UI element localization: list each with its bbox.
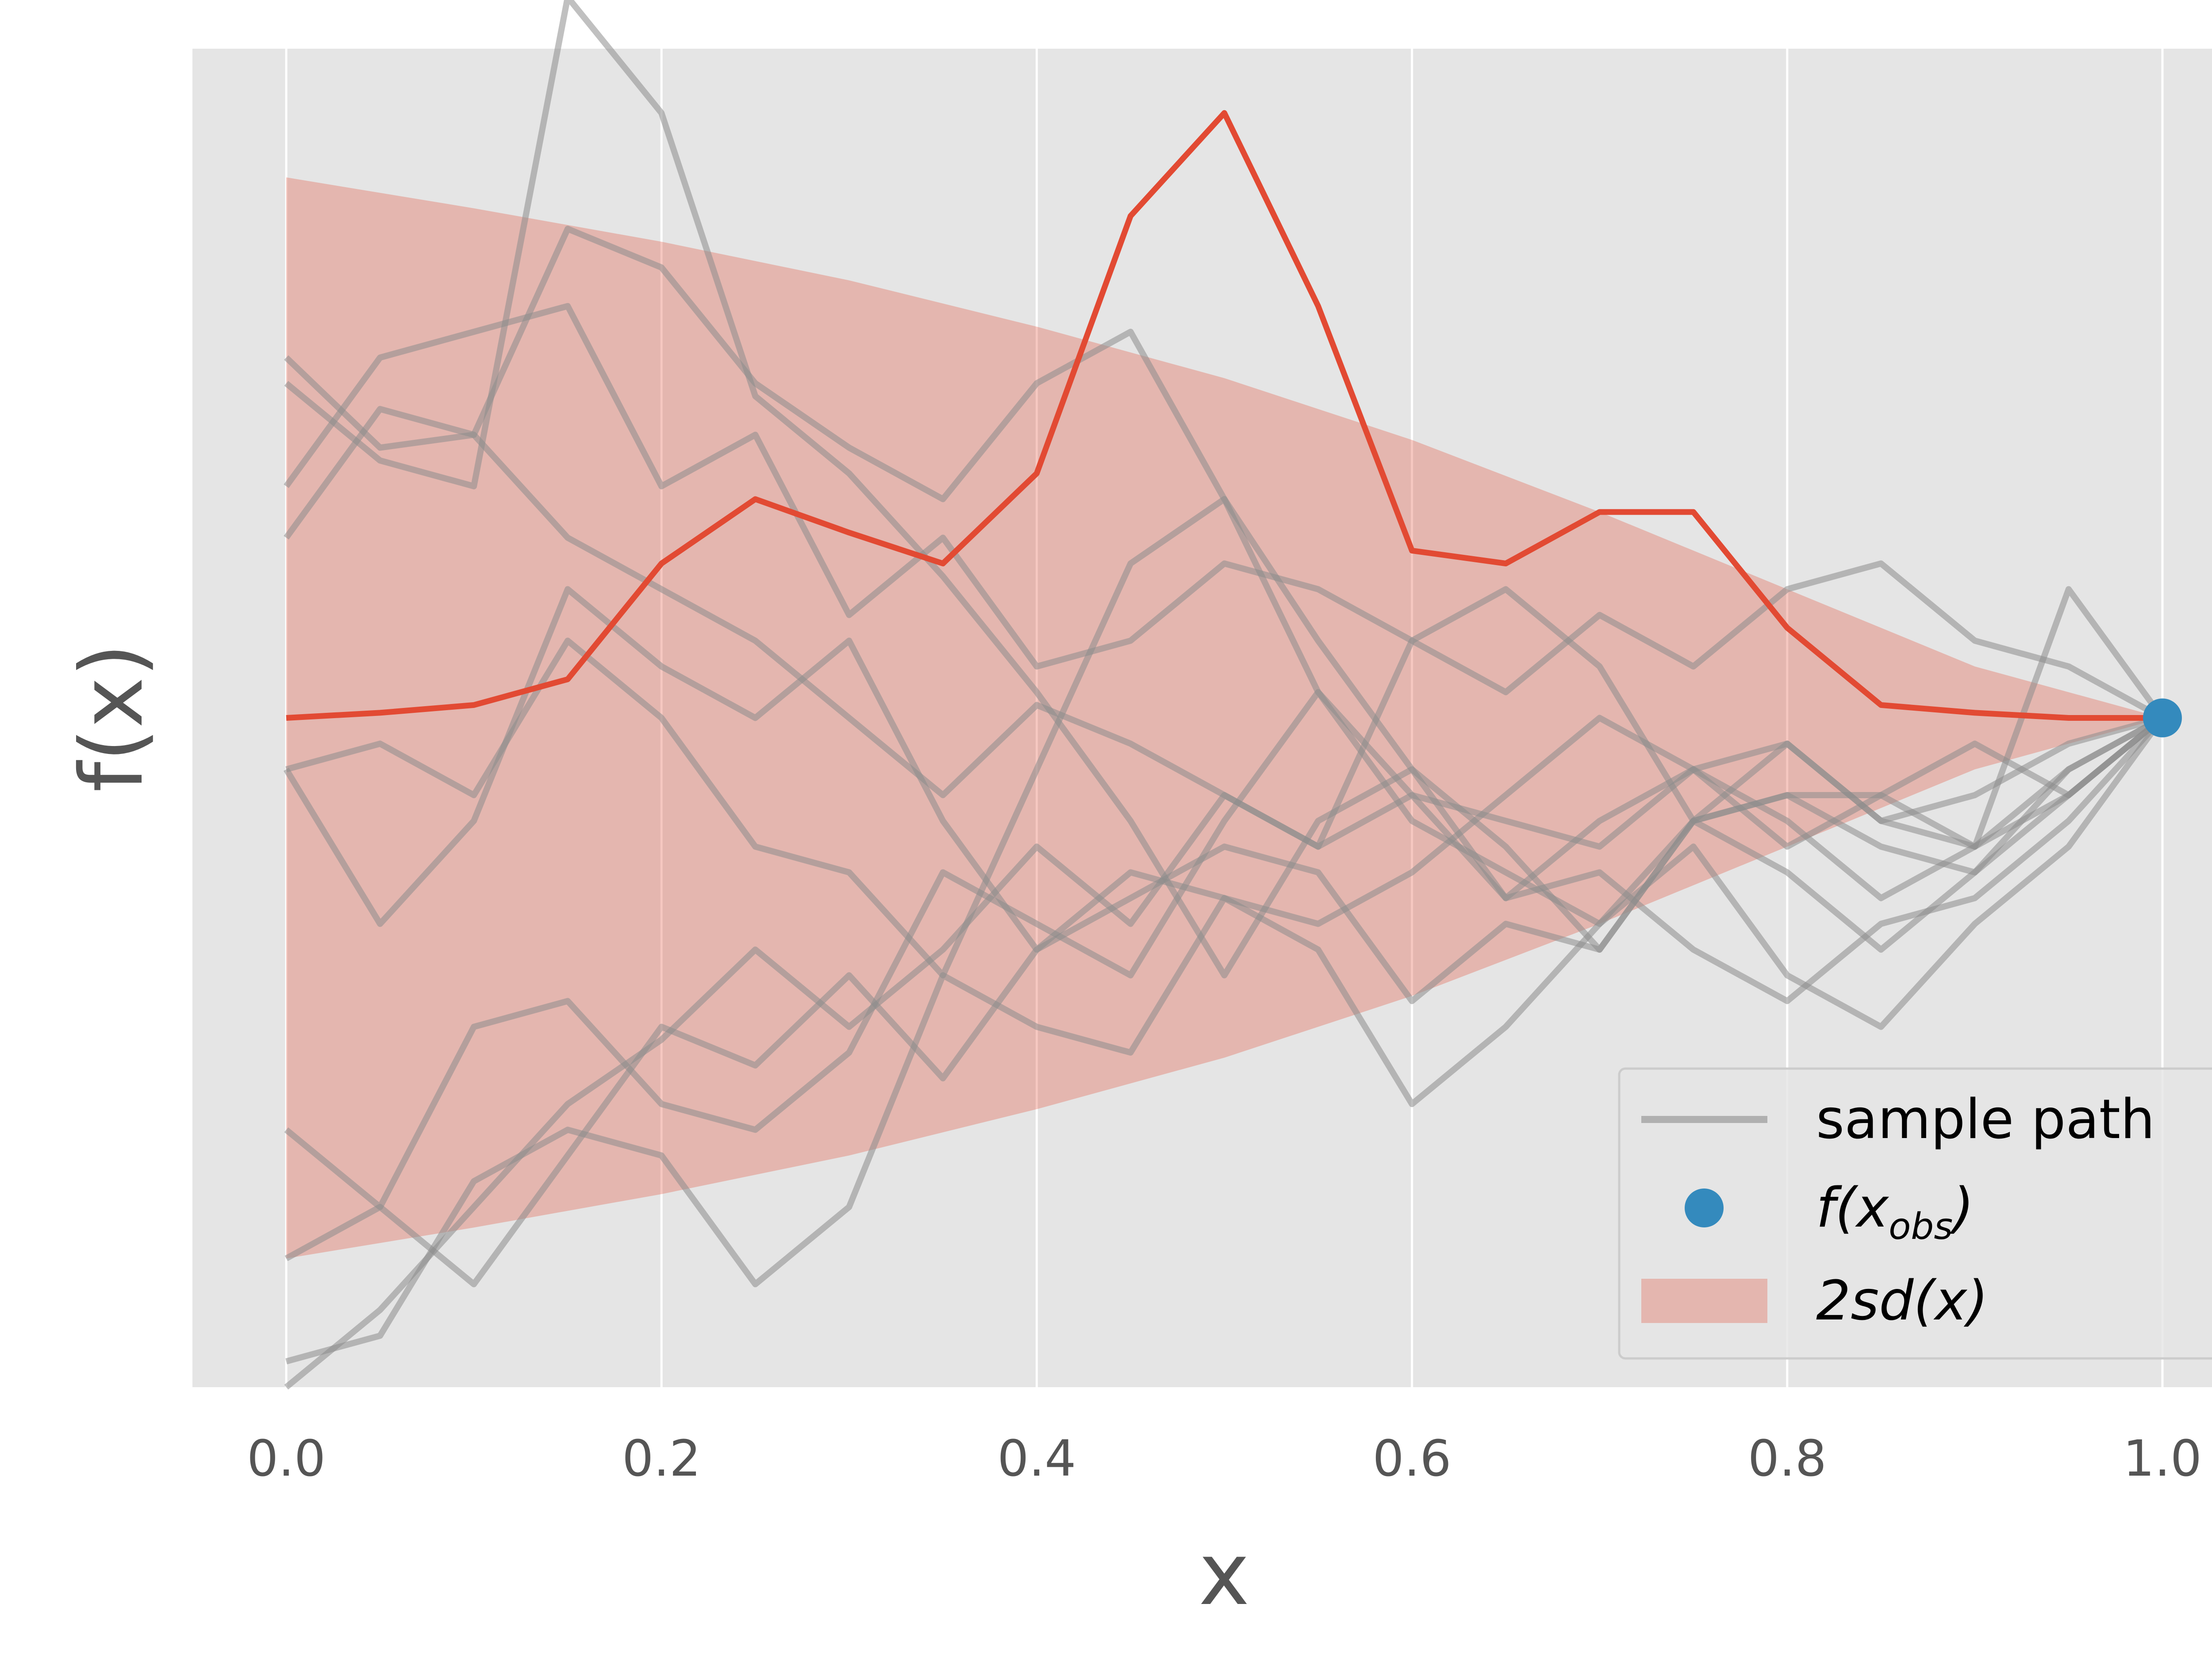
sample-path-line (284, 0, 2165, 1004)
legend-observed-label-main: f(x (1816, 1177, 1889, 1240)
legend-frame (1618, 1067, 2212, 1360)
sample-path-line (284, 689, 2165, 1210)
x-tick-label: 0.2 (622, 1430, 701, 1488)
confidence-band (286, 177, 2162, 1259)
x-tick-label: 0.8 (1748, 1430, 1827, 1488)
observed-points-layer (2143, 698, 2182, 738)
x-axis-title: x (1198, 1524, 1249, 1624)
sample-path-line (284, 715, 2164, 1288)
x-tick-label: 0.6 (1373, 1430, 1452, 1488)
legend-band-label: 2sd(x) (1816, 1269, 1988, 1333)
mean-line-layer (286, 110, 2162, 721)
x-tick-label: 0.4 (997, 1430, 1076, 1488)
legend-band-swatch (1641, 1279, 1767, 1323)
sample-path-line (284, 303, 2164, 721)
sample-paths-layer (284, 0, 2165, 1390)
x-tick-labels: 0.0 0.2 0.4 0.6 0.8 1.0 (247, 1430, 2202, 1488)
legend-observed-label-close: ) (1949, 1177, 1974, 1240)
legend-observed-swatch (1685, 1188, 1724, 1227)
legend: sample path f(xobs) 2sd(x) (1618, 1067, 2212, 1360)
sample-path-line (285, 715, 2165, 1365)
x-tick-label: 1.0 (2123, 1430, 2202, 1488)
legend-sample-path-label: sample path (1816, 1088, 2155, 1151)
mean-line (286, 110, 2162, 721)
legend-observed-label: f(xobs) (1816, 1177, 1974, 1248)
confidence-band-layer (286, 177, 2162, 1259)
y-axis-title: f(x) (61, 643, 162, 792)
observed-point (2143, 698, 2182, 738)
legend-observed-label-sub: obs (1889, 1206, 1953, 1248)
x-tick-label: 0.0 (247, 1430, 326, 1488)
